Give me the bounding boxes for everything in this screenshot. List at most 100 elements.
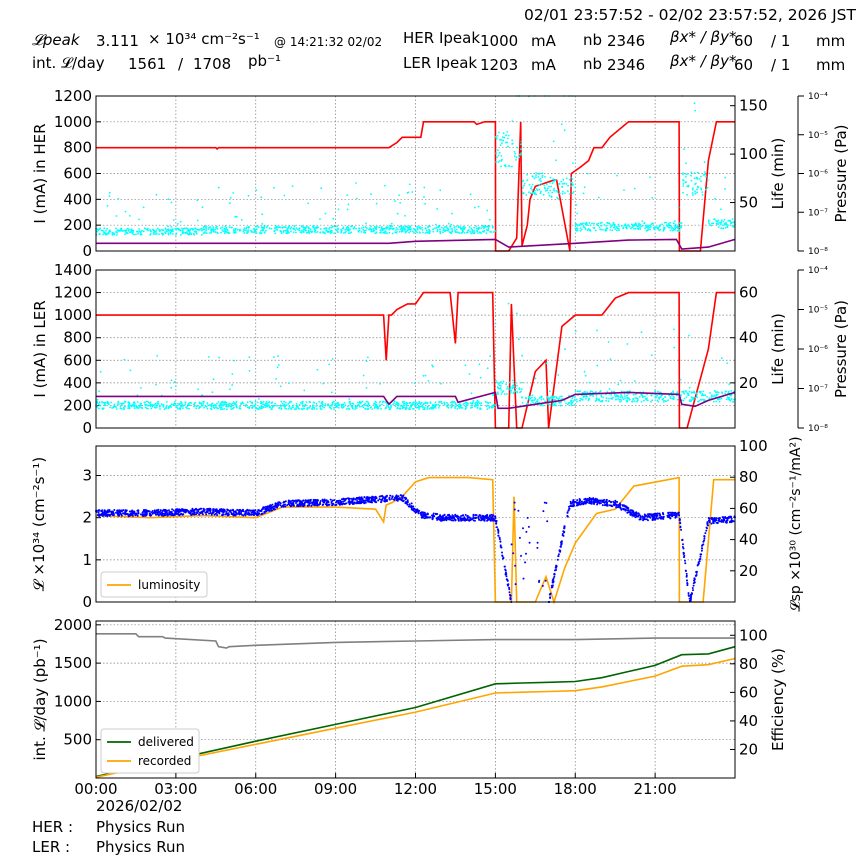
life-point [167, 225, 169, 228]
life-point [409, 406, 411, 409]
life-point [463, 402, 466, 405]
life-point [232, 192, 235, 194]
life-point [403, 400, 405, 403]
life-point [458, 226, 460, 228]
specific-lumi-point [588, 496, 591, 499]
pressure-axis-label: Pressure (Pa) [832, 300, 850, 398]
life-point [531, 401, 534, 403]
specific-lumi-point [563, 527, 566, 530]
life-point [555, 401, 557, 404]
life-point [640, 225, 642, 228]
life-point [446, 401, 448, 404]
life-point [401, 228, 404, 231]
life-point [273, 356, 275, 358]
life-point [671, 227, 673, 230]
life-point [567, 190, 569, 193]
life-point [186, 405, 189, 408]
life-point [122, 408, 125, 411]
specific-lumi-point [536, 546, 539, 549]
life-point [616, 395, 619, 398]
specific-lumi-point [319, 502, 322, 505]
life-point [540, 180, 542, 183]
life-point [344, 404, 347, 407]
specific-lumi-point [653, 517, 656, 520]
specific-lumi-point [247, 511, 250, 514]
life-point [248, 406, 251, 408]
life-point [401, 230, 404, 233]
life-point [657, 226, 660, 229]
specific-lumi-point [209, 510, 212, 513]
life-point [309, 405, 312, 408]
specific-lumi-point [591, 498, 594, 501]
life-point [599, 390, 601, 393]
life-point [732, 400, 734, 403]
life-point [303, 407, 305, 410]
life-point [452, 401, 454, 404]
life-point [631, 400, 633, 403]
specific-lumi-point [235, 511, 238, 514]
specific-lumi-point [536, 541, 539, 544]
life-point [275, 226, 278, 229]
specific-lumi-point [122, 512, 125, 515]
life-point [727, 219, 730, 222]
life-point [177, 403, 179, 405]
life-point [113, 233, 116, 236]
life-point [428, 407, 431, 410]
life-point [427, 226, 429, 229]
specific-lumi-point [97, 509, 100, 512]
life-point [201, 404, 204, 407]
life-point [194, 227, 197, 230]
life-point [685, 391, 688, 393]
specific-lumi-point [168, 509, 170, 512]
specific-lumi-point [469, 518, 472, 521]
life-point [261, 213, 264, 216]
life-point [513, 150, 516, 153]
life-point [404, 408, 407, 411]
life-point [250, 230, 253, 233]
life-point [715, 220, 717, 222]
life-point [606, 227, 609, 230]
life-point [99, 227, 101, 230]
specific-lumi-point [541, 584, 544, 587]
life-point [576, 229, 579, 232]
life-point [530, 399, 533, 402]
life-point [663, 228, 665, 231]
life-point [555, 178, 557, 181]
specific-lumi-point [525, 530, 528, 533]
life-point [506, 393, 508, 395]
specific-lumi-point [462, 514, 465, 517]
life-point [528, 398, 531, 401]
specific-lumi-point [680, 528, 683, 531]
specific-lumi-point [386, 500, 388, 502]
life-point [111, 407, 113, 409]
specific-lumi-point [161, 511, 163, 514]
life-point [564, 348, 566, 351]
specific-lumi-point [116, 509, 119, 512]
life-point [509, 388, 512, 390]
specific-lumi-point [154, 511, 157, 514]
life-point [518, 153, 521, 156]
life-point [419, 402, 421, 404]
life-point [592, 227, 595, 229]
life-point [201, 229, 203, 232]
life-point [520, 140, 523, 143]
life-point [374, 227, 377, 230]
specific-lumi-point [108, 510, 111, 513]
life-point [228, 202, 231, 205]
life-point [367, 356, 369, 359]
specific-lumi-point [262, 507, 265, 510]
life-point [155, 232, 158, 235]
life-point [681, 390, 683, 393]
life-point [653, 228, 655, 230]
specific-lumi-point [586, 497, 589, 500]
specific-lumi-point [198, 508, 201, 511]
life-point [514, 382, 517, 384]
life-point [581, 391, 584, 394]
life-point [390, 222, 393, 225]
life-point [489, 401, 492, 404]
life-point [588, 397, 590, 400]
life-point [235, 400, 238, 403]
life-point [443, 403, 446, 406]
life-point [212, 230, 215, 233]
life-point [260, 226, 263, 228]
